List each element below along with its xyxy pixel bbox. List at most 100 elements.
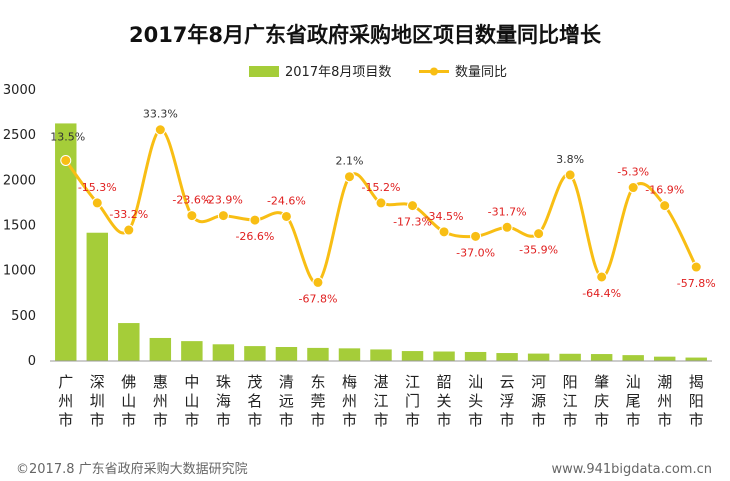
- growth-marker: [627, 182, 639, 194]
- y-tick-label: 1500: [3, 219, 36, 234]
- y-tick-label: 500: [11, 309, 36, 324]
- growth-marker: [596, 271, 608, 283]
- chart-title: 2017年8月广东省政府采购地区项目数量同比增长: [129, 23, 602, 47]
- x-category-label: 韶关市: [437, 373, 452, 429]
- growth-marker: [564, 169, 576, 181]
- growth-marker: [154, 124, 166, 136]
- legend-bar-label: 2017年8月项目数: [285, 65, 391, 80]
- bar: [464, 351, 487, 361]
- bar: [370, 349, 392, 361]
- legend-line-marker: [430, 67, 438, 76]
- x-category-label: 梅州市: [342, 373, 357, 429]
- y-axis: 0 500 1000 1500 2000 2500 3000: [3, 83, 36, 369]
- growth-label: -15.3%: [78, 181, 117, 194]
- legend: 2017年8月项目数 数量同比: [249, 65, 507, 80]
- growth-label: -57.8%: [677, 277, 716, 290]
- bar: [212, 344, 235, 361]
- x-category-label: 肇庆市: [594, 373, 609, 429]
- bar-series: [55, 123, 707, 361]
- growth-label: 2.1%: [335, 155, 363, 168]
- growth-label: -35.9%: [519, 244, 558, 257]
- growth-label: -31.7%: [488, 205, 527, 218]
- growth-marker: [470, 230, 482, 242]
- bar: [275, 346, 298, 361]
- growth-label: -23.9%: [204, 194, 243, 207]
- growth-marker: [217, 210, 229, 222]
- bar: [86, 232, 109, 361]
- growth-label: -34.5%: [425, 210, 464, 223]
- growth-label: -26.6%: [235, 230, 274, 243]
- bar: [559, 353, 581, 361]
- x-category-label: 佛山市: [121, 373, 136, 429]
- x-category-label: 中山市: [184, 373, 199, 429]
- bar: [244, 346, 266, 361]
- x-category-label: 深圳市: [90, 373, 105, 429]
- y-tick-label: 2500: [3, 128, 36, 143]
- footer-copyright: ©2017.8 广东省政府采购大数据研究院: [16, 461, 248, 477]
- x-category-label: 清远市: [279, 373, 294, 429]
- growth-label: 3.8%: [556, 153, 584, 166]
- bar: [181, 341, 203, 361]
- growth-marker: [343, 171, 355, 183]
- y-tick-label: 3000: [3, 83, 36, 98]
- x-category-label: 云浮市: [500, 373, 515, 429]
- growth-marker: [501, 221, 513, 233]
- x-category-label: 揭阳市: [689, 373, 704, 429]
- bar: [685, 357, 707, 361]
- growth-marker: [280, 210, 292, 222]
- x-category-label: 珠海市: [216, 373, 231, 429]
- bar: [149, 337, 172, 361]
- growth-label: 33.3%: [143, 108, 178, 121]
- growth-marker: [312, 276, 324, 288]
- legend-line-label: 数量同比: [455, 65, 507, 80]
- x-category-label: 汕头市: [468, 373, 483, 429]
- growth-label: -64.4%: [582, 287, 621, 300]
- y-tick-label: 0: [28, 354, 36, 369]
- x-category-label: 潮州市: [657, 373, 672, 429]
- growth-label: -67.8%: [298, 292, 337, 305]
- x-category-label: 阳江市: [563, 373, 578, 429]
- growth-marker: [533, 228, 545, 240]
- growth-marker: [407, 200, 419, 212]
- bar: [118, 323, 140, 361]
- legend-bar-swatch: [249, 66, 279, 77]
- growth-marker: [186, 210, 198, 222]
- growth-labels: 13.5% -15.3% -33.2% 33.3% -23.6%-23.9% -26.6%…: [50, 108, 715, 306]
- x-category-label: 惠州市: [153, 373, 168, 429]
- bar: [590, 354, 613, 361]
- growth-marker: [60, 154, 72, 166]
- x-category-label: 东莞市: [310, 373, 325, 429]
- bar: [338, 348, 361, 361]
- growth-label: -37.0%: [456, 246, 495, 259]
- bar: [653, 356, 676, 361]
- bar: [433, 351, 455, 361]
- growth-marker: [375, 197, 387, 209]
- growth-label: 13.5%: [50, 130, 85, 143]
- growth-marker: [249, 214, 261, 226]
- growth-label: -5.3%: [617, 166, 649, 179]
- x-category-label: 江门市: [405, 373, 420, 429]
- growth-label: -17.3%: [393, 216, 432, 229]
- x-category-label: 湛江市: [373, 373, 388, 429]
- x-category-label: 广州市: [58, 373, 73, 429]
- y-tick-label: 1000: [3, 264, 36, 279]
- growth-label: -33.2%: [109, 208, 148, 221]
- bar: [401, 351, 424, 361]
- growth-marker: [690, 261, 702, 273]
- bar: [496, 353, 518, 361]
- bar: [55, 123, 77, 361]
- growth-label: -16.9%: [645, 184, 684, 197]
- x-category-label: 河源市: [531, 373, 546, 429]
- growth-marker: [91, 197, 103, 209]
- growth-marker: [659, 200, 671, 212]
- growth-label: -15.2%: [362, 181, 401, 194]
- growth-marker: [438, 226, 450, 238]
- growth-label: -23.6%: [172, 194, 211, 207]
- growth-marker: [123, 224, 135, 236]
- x-axis-categories: 广州市 深圳市 佛山市 惠州市 中山市 珠海市 茂名市 清远市 东莞市 梅州市 湛江市 江门市 韶关市 汕…: [58, 373, 703, 429]
- x-category-label: 汕尾市: [626, 373, 641, 429]
- x-category-label: 茂名市: [247, 373, 262, 429]
- growth-label: -24.6%: [267, 194, 306, 207]
- bar: [622, 355, 644, 361]
